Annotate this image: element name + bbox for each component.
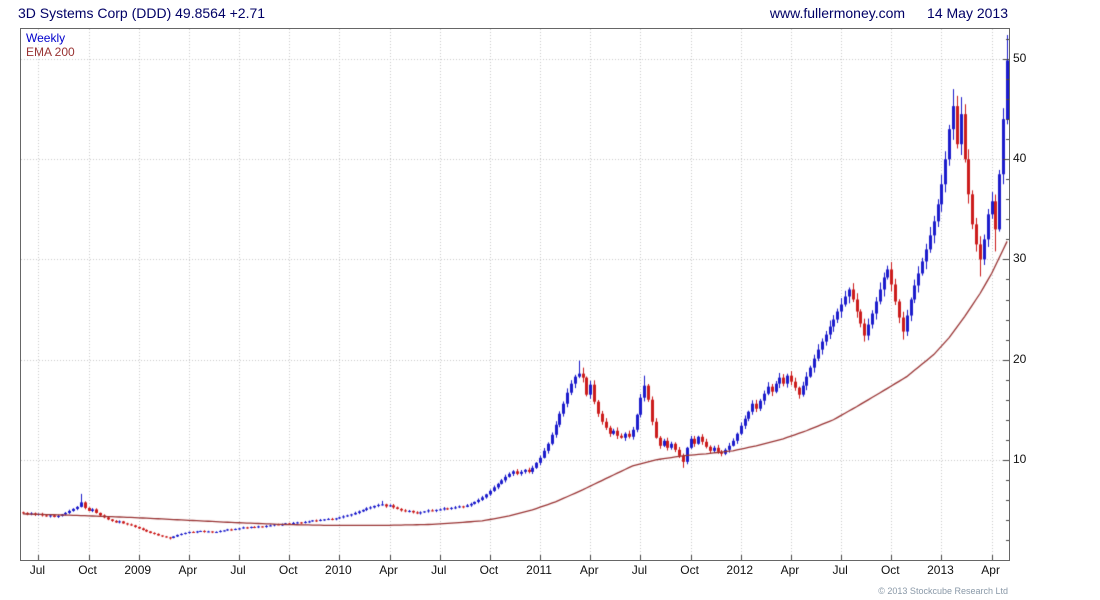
x-axis-label: Apr (379, 563, 398, 577)
x-axis-label: 2010 (325, 563, 352, 577)
header-right: www.fullermoney.com 14 May 2013 (770, 5, 1008, 21)
x-axis-label: Oct (278, 563, 298, 577)
x-axis-label: Apr (178, 563, 198, 577)
x-axis-label: Oct (78, 563, 97, 577)
x-axis-label: Oct (479, 563, 499, 577)
y-axis-label: 10 (1013, 451, 1027, 466)
x-axis-label: 2011 (526, 563, 552, 577)
plot-area (20, 28, 1010, 561)
x-axis-label: Jul (29, 563, 46, 577)
y-axis-label: 30 (1013, 251, 1027, 266)
y-axis-label: 40 (1013, 151, 1027, 166)
x-axis-label: 2012 (726, 563, 754, 577)
site-link[interactable]: www.fullermoney.com (769, 5, 906, 21)
x-axis-label: Jul (230, 563, 246, 577)
x-axis-label: Jul (431, 563, 447, 577)
x-axis-label: Oct (880, 563, 900, 577)
copyright-notice: © 2013 Stockcube Research Ltd (878, 586, 1008, 596)
legend-weekly: Weekly (26, 31, 66, 45)
x-axis-label: Apr (981, 563, 1000, 577)
x-axis-label: Jul (832, 563, 848, 577)
x-axis-label: Oct (680, 563, 699, 577)
x-axis-label: Apr (780, 563, 800, 577)
x-axis-label: Jul (631, 563, 648, 577)
x-axis-label: 2009 (124, 563, 152, 577)
y-axis-label: 20 (1013, 351, 1027, 366)
x-axis-label: 2013 (927, 563, 954, 577)
chart-title: 3D Systems Corp (DDD) 49.8564 +2.71 (18, 5, 266, 21)
y-axis-label: 50 (1013, 51, 1027, 66)
chart-date: 14 May 2013 (927, 5, 1008, 21)
x-axis-label: Apr (579, 563, 599, 577)
chart-legend: Weekly EMA 200 (26, 31, 75, 59)
price-chart-canvas (21, 29, 1009, 560)
legend-ema-200: EMA 200 (26, 45, 75, 59)
